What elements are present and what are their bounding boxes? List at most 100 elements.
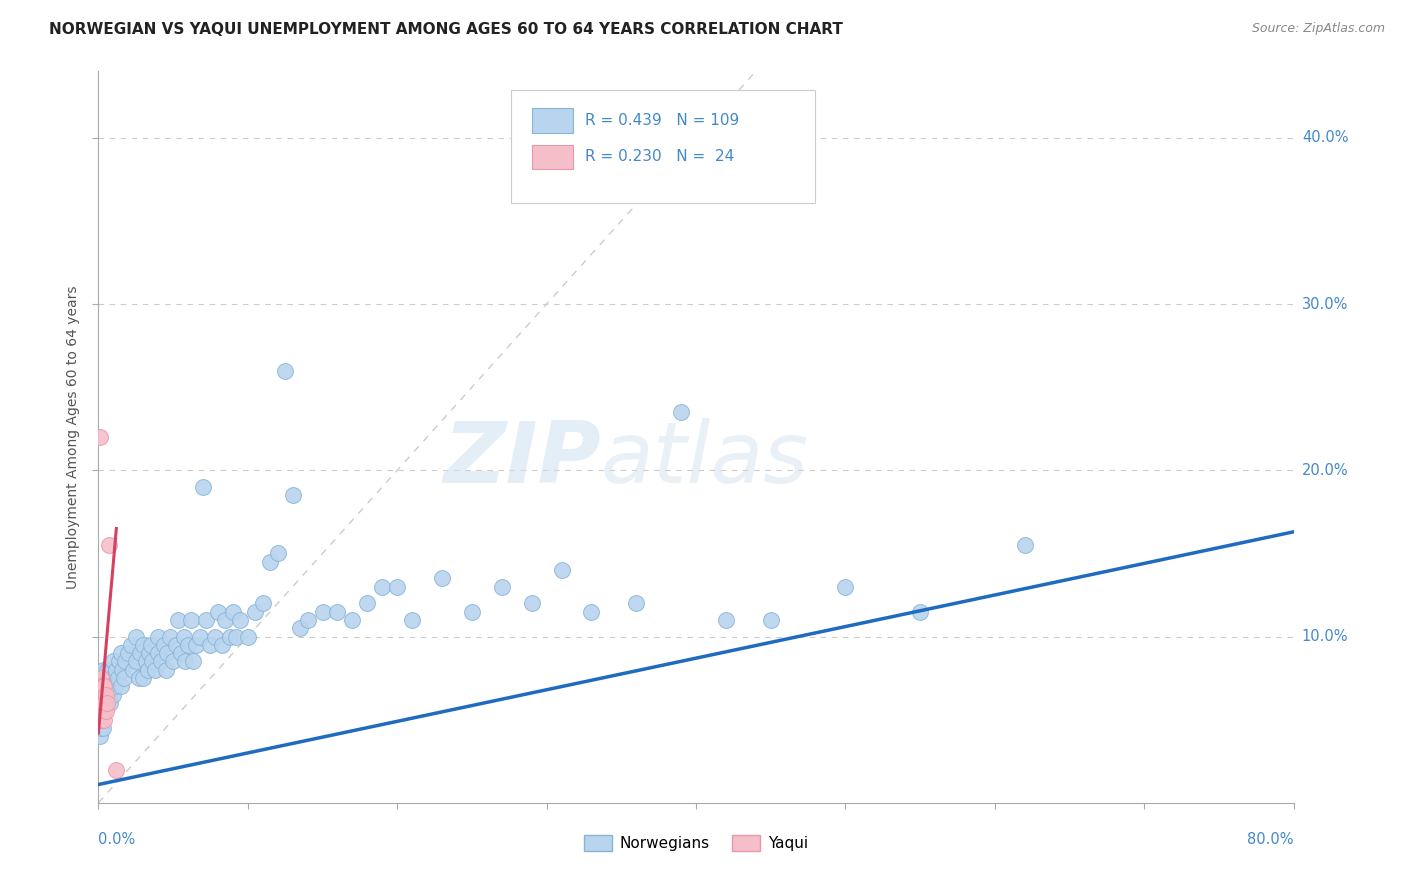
Point [103,688,125,702]
Point [101,671,124,685]
Point [139,638,162,652]
Point [91,705,114,719]
Point [461,605,484,619]
Point [98,696,122,710]
Point [97,538,120,552]
Point [132,638,155,652]
Point [169,646,191,660]
Point [111,663,134,677]
Point [626,596,648,610]
Point [138,646,160,660]
Point [148,630,170,644]
Point [162,655,184,669]
Text: R = 0.230   N =  24: R = 0.230 N = 24 [585,150,734,164]
Point [91,705,114,719]
Point [214,613,236,627]
Point [669,405,692,419]
Point [173,630,195,644]
Point [105,663,128,677]
Point [225,630,247,644]
Point [90,713,112,727]
Point [401,613,423,627]
Point [132,671,155,685]
Point [114,655,136,669]
Point [371,580,394,594]
Text: 10.0%: 10.0% [1302,629,1348,644]
Point [117,646,139,660]
Point [430,571,453,585]
Point [93,696,115,710]
Point [91,680,114,694]
Point [128,671,150,685]
Point [90,671,112,685]
Point [1014,538,1036,552]
Text: 20.0%: 20.0% [1302,463,1348,478]
Text: 30.0%: 30.0% [1302,297,1348,311]
Point [520,596,543,610]
Point [141,655,163,669]
Point [550,563,572,577]
FancyBboxPatch shape [510,90,815,203]
Point [97,671,120,685]
Point [112,671,135,685]
FancyBboxPatch shape [533,108,572,133]
Point [94,688,117,702]
Point [385,580,409,594]
Point [188,630,211,644]
Point [136,663,159,677]
Point [155,663,177,677]
Point [181,655,204,669]
Point [89,430,111,444]
Point [104,680,127,694]
Point [165,638,187,652]
Point [110,680,132,694]
Point [211,638,233,652]
Point [311,605,333,619]
Point [281,488,304,502]
Point [342,613,364,627]
Point [94,696,117,710]
Point [148,646,170,660]
Point [159,630,181,644]
Point [153,638,176,652]
Point [156,646,179,660]
Point [93,705,115,719]
Point [714,613,737,627]
Point [204,630,226,644]
Point [90,680,112,694]
Point [491,580,513,594]
Point [297,613,319,627]
Point [96,663,118,677]
Point [108,655,131,669]
Point [101,663,124,677]
Point [105,763,128,777]
Point [110,646,132,660]
Point [207,605,229,619]
Point [288,621,311,635]
Point [219,630,242,644]
Point [166,613,188,627]
Point [97,688,120,702]
Point [143,663,166,677]
Point [200,638,222,652]
Point [90,705,112,719]
Text: Source: ZipAtlas.com: Source: ZipAtlas.com [1251,22,1385,36]
Point [259,555,281,569]
Point [103,655,125,669]
Point [90,680,112,694]
Point [120,638,142,652]
Text: 0.0%: 0.0% [98,832,135,847]
Text: 40.0%: 40.0% [1302,130,1348,145]
Text: R = 0.439   N = 109: R = 0.439 N = 109 [585,113,740,128]
Point [236,630,259,644]
Point [908,605,931,619]
Legend: Norwegians, Yaqui: Norwegians, Yaqui [578,830,814,857]
Text: NORWEGIAN VS YAQUI UNEMPLOYMENT AMONG AGES 60 TO 64 YEARS CORRELATION CHART: NORWEGIAN VS YAQUI UNEMPLOYMENT AMONG AG… [49,22,844,37]
Point [107,671,129,685]
Point [184,638,207,652]
Point [93,705,115,719]
Point [91,705,114,719]
Point [245,605,267,619]
Point [93,696,115,710]
Point [89,688,111,702]
